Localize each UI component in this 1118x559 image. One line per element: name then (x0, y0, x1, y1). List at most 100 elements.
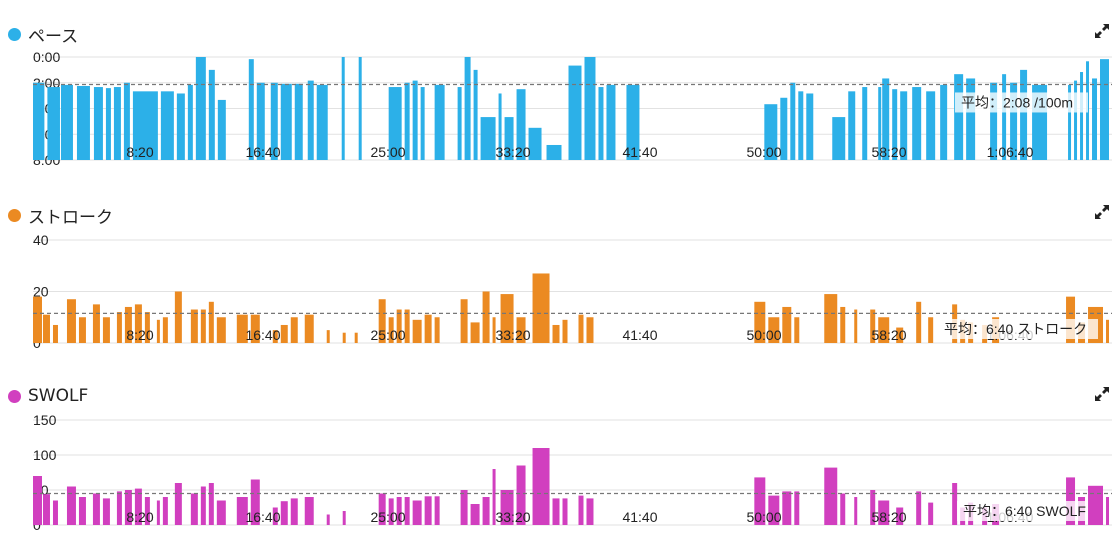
swolf-chart: 1501005008:2016:4025:0033:2041:4050:0058… (33, 412, 1112, 533)
pace-bar (404, 82, 410, 160)
stroke-x-tick-label: 16:40 (245, 327, 280, 343)
swolf-bar (482, 497, 490, 525)
swolf-bar (552, 498, 560, 525)
swolf-average-label-bg (957, 501, 1087, 521)
swolf-bar (326, 514, 330, 525)
swolf-x-tick-label: 58:20 (871, 509, 906, 525)
swolf-bar (434, 496, 440, 525)
stroke-bar (388, 317, 394, 343)
stroke-bar (482, 291, 490, 343)
swolf-bar (162, 497, 168, 525)
stroke-bar (434, 317, 440, 343)
expand-arrows-icon[interactable] (1094, 23, 1110, 39)
pace-panel: ペース 0:00 2:00 4:00 6:00 8:00 8:20 16:40 25:00 33… (0, 0, 1118, 175)
pace-bar (93, 87, 103, 160)
stroke-bar (326, 330, 330, 343)
swolf-x-tick-label: 33:20 (495, 509, 530, 525)
swolf-bar (174, 483, 182, 525)
pace-bar (990, 82, 998, 160)
swolf-bar (500, 490, 514, 525)
stroke-bar (216, 317, 226, 343)
stroke-bar (124, 306, 132, 343)
pace-bar (1068, 84, 1072, 160)
pace-bar (60, 84, 73, 160)
pace-bar (598, 87, 604, 160)
pace-bar (806, 93, 814, 160)
pace-x-tick-label: 50:00 (746, 144, 781, 160)
pace-x-tick-label: 8:20 (126, 144, 153, 160)
pace-bar (473, 69, 478, 160)
stroke-bar (236, 314, 248, 343)
pace-bar (270, 82, 278, 160)
swolf-bar (492, 469, 496, 525)
pace-bar (606, 84, 616, 160)
stroke-bar (190, 309, 198, 343)
expand-arrows-icon[interactable] (1094, 386, 1110, 402)
swolf-header: SWOLF (8, 386, 88, 406)
stroke-bar (928, 317, 934, 343)
pace-bar (498, 93, 502, 160)
stroke-bar (33, 296, 42, 343)
stroke-header: ストローク (8, 203, 113, 228)
pace-bar (480, 117, 496, 160)
pace-x-tick-label: 1:06:40 (987, 144, 1034, 160)
pace-bar (798, 91, 804, 160)
expand-arrows-icon[interactable] (1094, 204, 1110, 220)
pace-bar (832, 117, 846, 160)
swolf-bar (190, 493, 198, 525)
pace-bar (1080, 72, 1084, 160)
stroke-bar (66, 299, 76, 343)
stroke-bar (78, 317, 86, 343)
stroke-bar (272, 330, 278, 343)
swolf-bar (870, 490, 876, 525)
stroke-bar (824, 294, 838, 343)
swolf-bar (562, 498, 568, 525)
swolf-bar (156, 500, 160, 525)
swolf-bar (102, 498, 110, 525)
pace-bar (1074, 80, 1078, 160)
swolf-bar (388, 498, 394, 525)
stroke-bar (42, 314, 50, 343)
pace-bar (316, 84, 328, 160)
pace-bar (546, 144, 562, 160)
swolf-bar (896, 507, 904, 525)
swolf-bar (236, 497, 248, 525)
stroke-x-tick-label: 41:40 (622, 327, 657, 343)
stroke-bar (280, 324, 288, 343)
stroke-average-label: 平均：6:40 ストローク (938, 319, 1098, 339)
swolf-bar (116, 491, 122, 525)
stroke-average-label-text: 平均：6:40 ストローク (944, 321, 1087, 337)
pace-bar (1002, 74, 1007, 160)
swolf-bar (1106, 497, 1109, 525)
pace-bar (388, 87, 402, 160)
pace-bar (954, 74, 964, 160)
swolf-bar (144, 497, 150, 525)
stroke-bar (794, 317, 800, 343)
swolf-average-label: 平均：6:40 SWOLF (957, 501, 1087, 521)
stroke-bar (424, 314, 432, 343)
stroke-bar (492, 317, 496, 343)
swolf-x-tick-label: 25:00 (370, 509, 405, 525)
swolf-bar (1088, 485, 1104, 525)
pace-bar (47, 87, 60, 160)
swolf-bar (134, 488, 142, 525)
stroke-bar (250, 314, 260, 343)
pace-bar (187, 84, 193, 160)
stroke-x-tick-label: 8:20 (126, 327, 153, 343)
pace-bar (420, 87, 425, 160)
swolf-bar (92, 493, 100, 525)
pace-bar (132, 91, 158, 160)
stroke-bar (552, 324, 560, 343)
pace-bar (926, 91, 936, 160)
swolf-bar (878, 500, 890, 525)
stroke-legend-dot (8, 209, 21, 222)
swolf-bar (52, 500, 58, 525)
pace-x-tick-label: 58:20 (871, 144, 906, 160)
stroke-bar (52, 324, 58, 343)
pace-bar (33, 82, 45, 160)
swolf-bar (208, 483, 214, 525)
swolf-x-tick-label: 41:40 (622, 509, 657, 525)
stroke-bar (578, 314, 584, 343)
stroke-bar (156, 319, 160, 343)
stroke-bar (412, 319, 422, 343)
